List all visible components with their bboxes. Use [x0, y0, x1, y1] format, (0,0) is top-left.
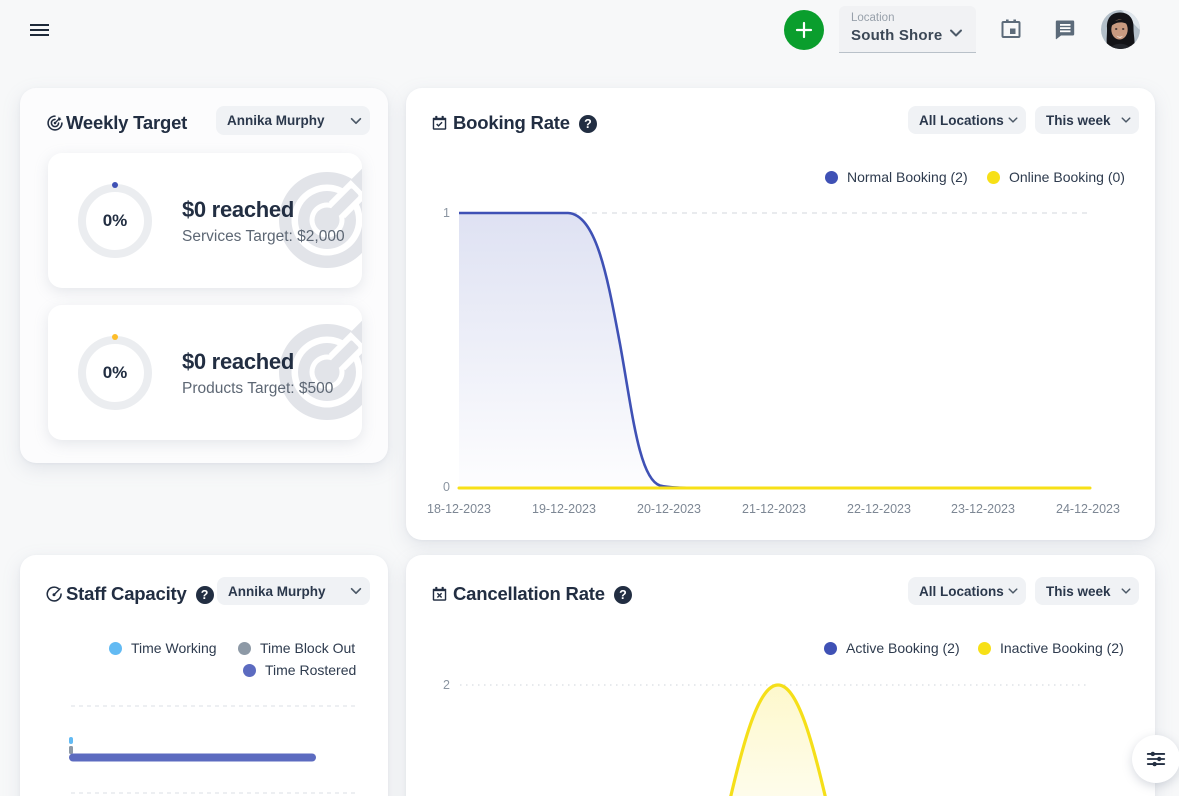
svg-text:24-12-2023: 24-12-2023: [1056, 502, 1120, 516]
svg-text:0: 0: [443, 480, 450, 494]
svg-text:22-12-2023: 22-12-2023: [847, 502, 911, 516]
svg-text:1: 1: [443, 206, 450, 220]
svg-text:2: 2: [443, 678, 450, 692]
svg-text:21-12-2023: 21-12-2023: [742, 502, 806, 516]
svg-text:19-12-2023: 19-12-2023: [532, 502, 596, 516]
svg-text:18-12-2023: 18-12-2023: [427, 502, 491, 516]
svg-text:23-12-2023: 23-12-2023: [951, 502, 1015, 516]
svg-text:20-12-2023: 20-12-2023: [637, 502, 701, 516]
